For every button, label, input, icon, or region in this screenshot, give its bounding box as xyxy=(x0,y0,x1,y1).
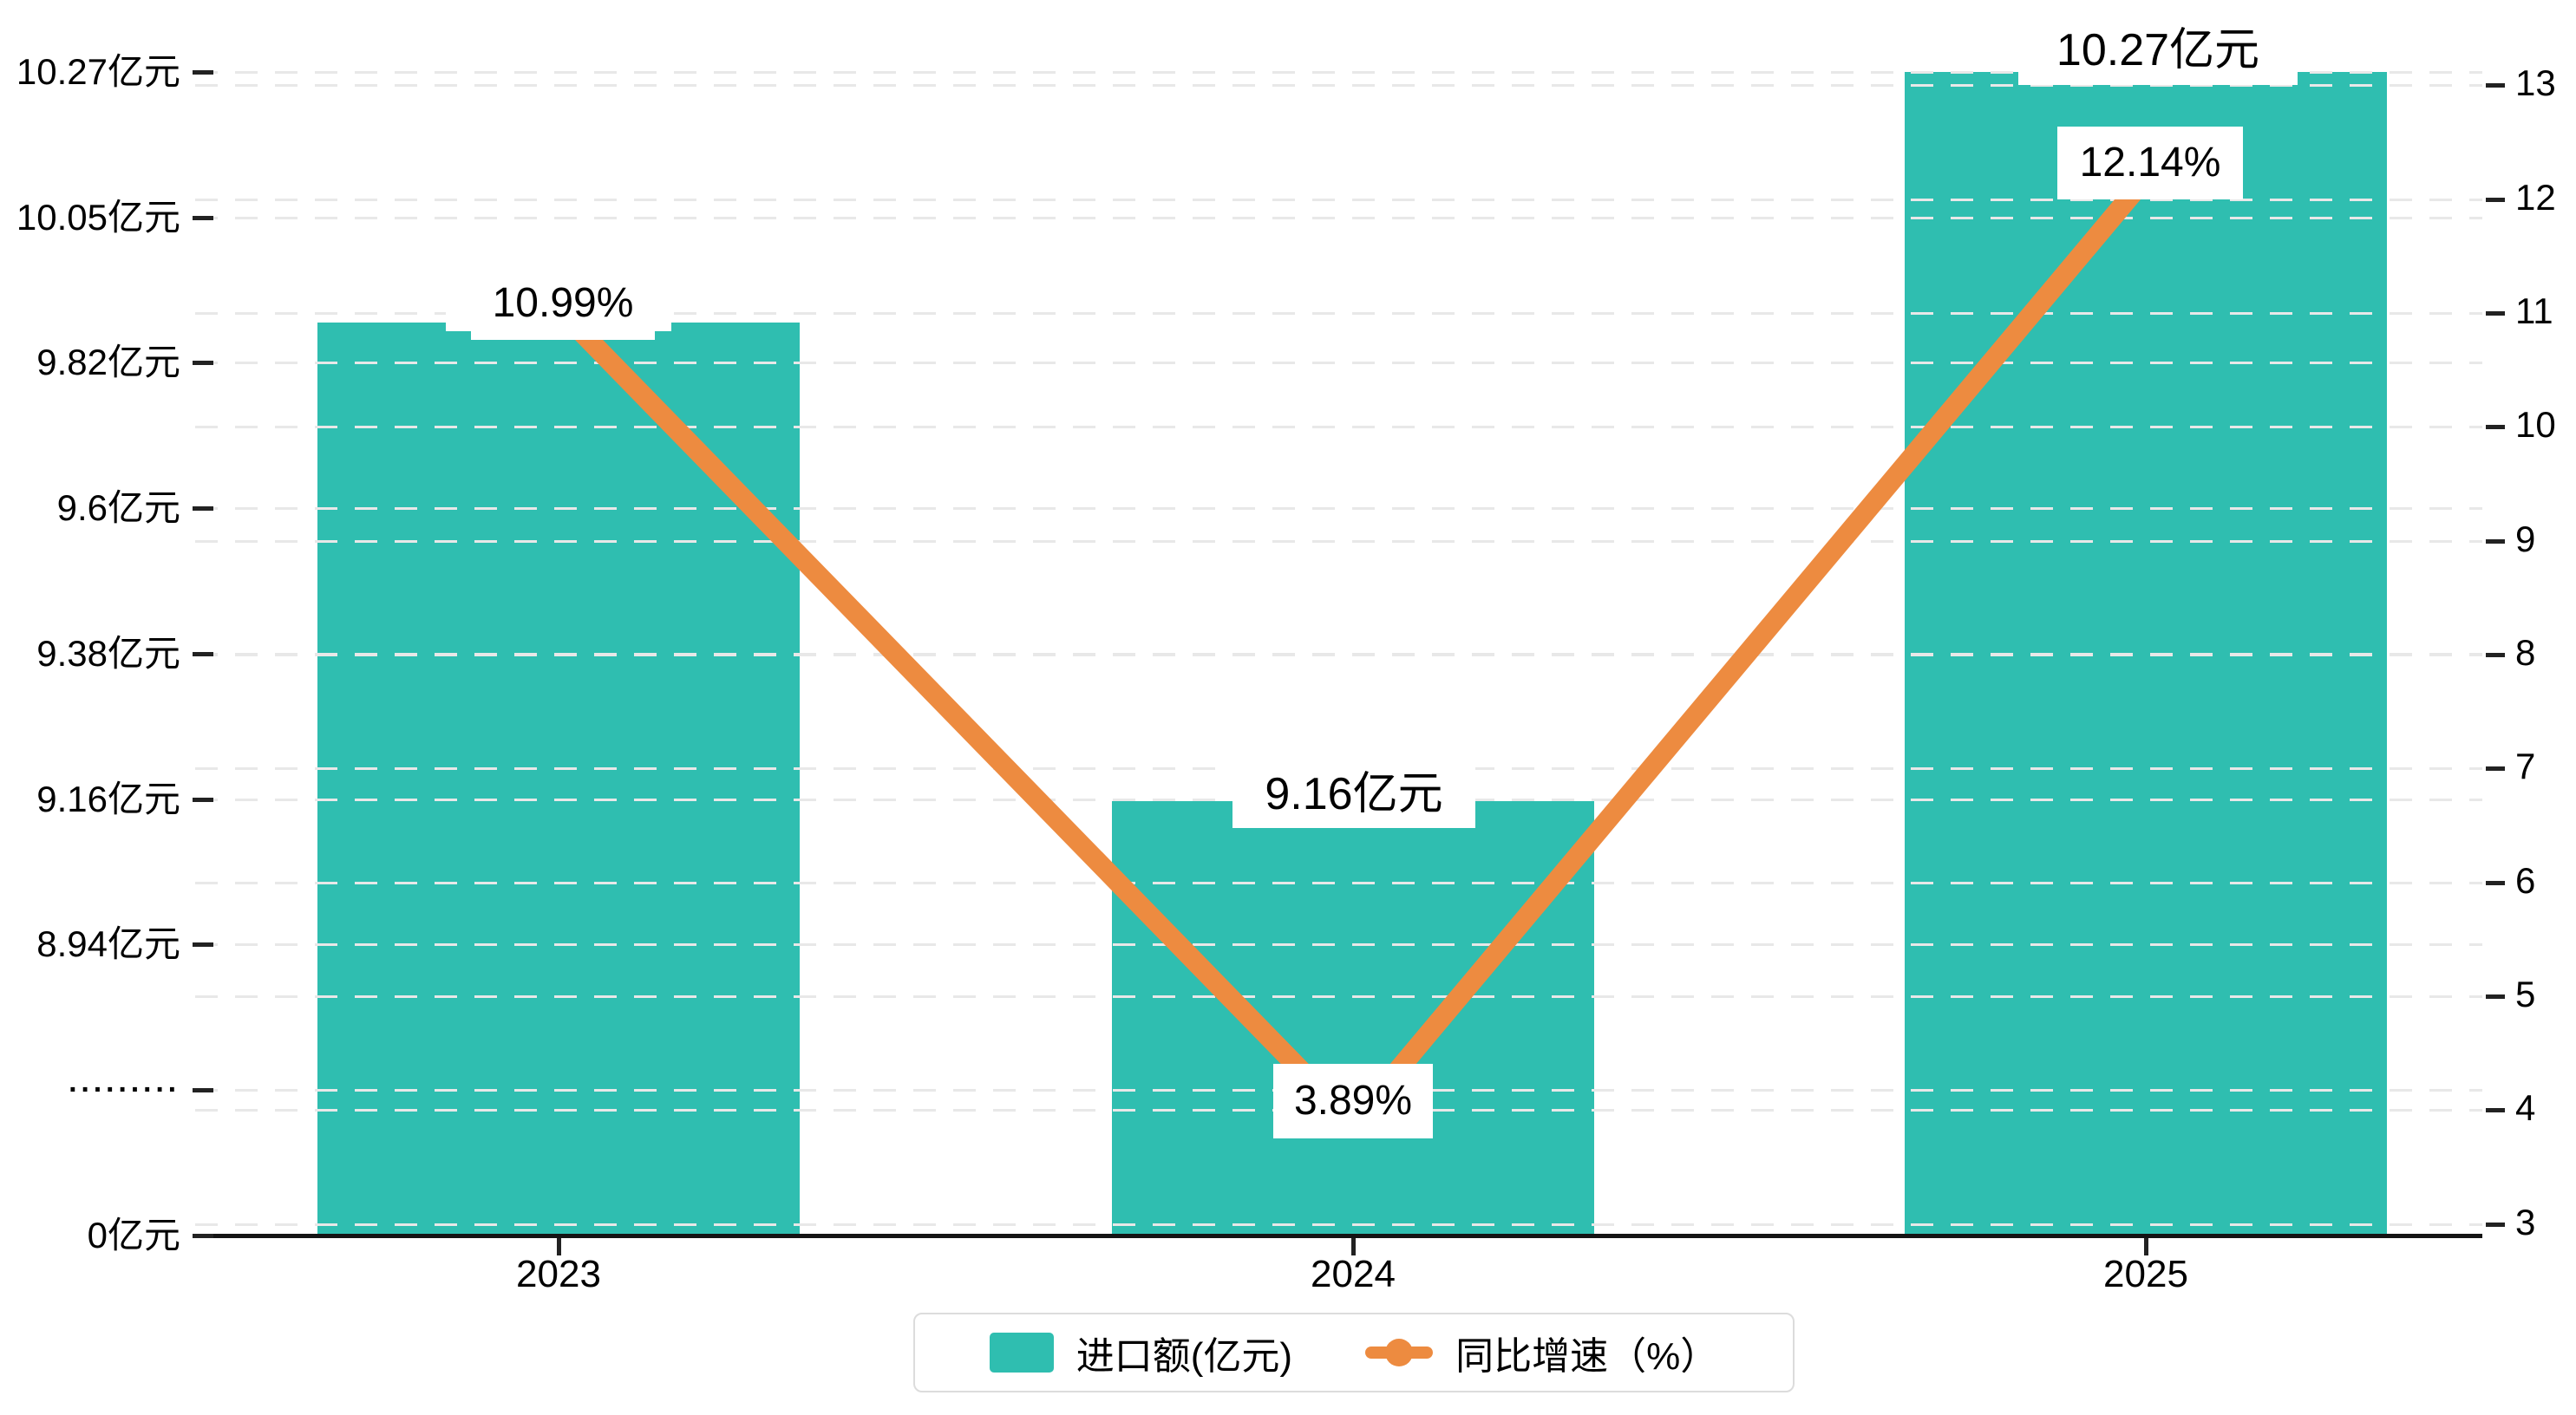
left-axis-label: 10.05亿元 xyxy=(16,197,180,238)
right-axis-label: 3 xyxy=(2515,1202,2536,1242)
gridline xyxy=(195,217,2482,219)
right-axis-tick xyxy=(2486,653,2505,657)
gridline xyxy=(195,882,2482,884)
right-axis-tick xyxy=(2486,994,2505,999)
right-axis-tick xyxy=(2486,198,2505,202)
right-axis-tick xyxy=(2486,1223,2505,1227)
left-axis-label: 9.6亿元 xyxy=(56,487,180,528)
line-badge-2023[interactable]: 10.99% xyxy=(471,267,655,340)
left-axis-tick xyxy=(193,798,213,802)
gridline xyxy=(195,654,2482,656)
bar-value-label-2025: 10.27亿元 xyxy=(2018,16,2298,85)
gridline xyxy=(195,71,2482,74)
bar-2024[interactable] xyxy=(1112,801,1594,1236)
right-axis-label: 11 xyxy=(2515,290,2553,331)
gridline xyxy=(195,362,2482,364)
x-axis-label-2023: 2023 xyxy=(516,1253,601,1295)
x-axis-tick-2025 xyxy=(2144,1238,2148,1255)
gridline xyxy=(195,1223,2482,1226)
right-axis-label: 5 xyxy=(2515,974,2536,1014)
left-axis-tick xyxy=(193,216,213,220)
left-axis-break-label: ········· xyxy=(69,1073,180,1106)
line-series-marker-icon xyxy=(1365,1333,1434,1373)
right-axis-label: 7 xyxy=(2515,746,2536,786)
x-axis-label-2024: 2024 xyxy=(1311,1253,1396,1295)
left-axis-tick xyxy=(193,506,213,511)
x-axis-tick-2024 xyxy=(1351,1238,1356,1255)
right-axis-label: 13 xyxy=(2515,62,2556,103)
left-axis-label: 8.94亿元 xyxy=(36,923,180,964)
left-axis-tick xyxy=(193,1234,213,1238)
legend-item-import-amount[interactable]: 进口额(亿元) xyxy=(989,1325,1293,1380)
legend-label: 同比增速（%） xyxy=(1455,1335,1719,1378)
legend: 进口额(亿元) 同比增速（%） xyxy=(913,1313,1795,1392)
right-axis-tick xyxy=(2486,83,2505,88)
x-axis-label-2025: 2025 xyxy=(2103,1253,2188,1295)
gridline xyxy=(195,426,2482,428)
left-axis-label: 9.16亿元 xyxy=(36,779,180,819)
legend-label: 进口额(亿元) xyxy=(1076,1335,1293,1378)
line-badge-2024[interactable]: 3.89% xyxy=(1273,1064,1433,1138)
x-axis-tick-2023 xyxy=(557,1238,561,1255)
left-axis-tick xyxy=(193,942,213,947)
right-axis-label: 4 xyxy=(2515,1087,2536,1128)
right-axis-label: 9 xyxy=(2515,518,2536,559)
right-axis-tick xyxy=(2486,881,2505,885)
right-axis-label: 6 xyxy=(2515,860,2536,901)
line-badge-2025[interactable]: 12.14% xyxy=(2057,127,2243,199)
legend-item-growth-rate[interactable]: 同比增速（%） xyxy=(1365,1325,1718,1380)
left-axis-label: 9.38亿元 xyxy=(36,633,180,674)
left-axis-label: 9.82亿元 xyxy=(36,342,180,382)
bar-series-swatch-icon xyxy=(989,1333,1054,1373)
left-axis-tick xyxy=(193,361,213,365)
right-axis-label: 12 xyxy=(2515,177,2556,218)
right-axis-label: 10 xyxy=(2515,404,2556,445)
gridline xyxy=(195,540,2482,543)
left-axis-tick xyxy=(193,652,213,656)
right-axis-tick xyxy=(2486,425,2505,429)
right-axis-tick xyxy=(2486,539,2505,544)
gridline xyxy=(195,84,2482,87)
gridline xyxy=(195,507,2482,510)
right-axis-tick xyxy=(2486,766,2505,771)
bar-value-label-2024: 9.16亿元 xyxy=(1232,760,1475,828)
right-axis-label: 8 xyxy=(2515,632,2536,673)
x-axis-line xyxy=(195,1234,2482,1238)
left-axis-tick xyxy=(193,1088,213,1092)
gridline xyxy=(195,995,2482,998)
left-axis-label: 0亿元 xyxy=(87,1215,180,1255)
right-axis-tick xyxy=(2486,311,2505,316)
right-axis-tick xyxy=(2486,1108,2505,1112)
gridline xyxy=(195,943,2482,946)
left-axis-label: 10.27亿元 xyxy=(16,51,180,92)
bar-2023[interactable] xyxy=(317,323,800,1236)
left-axis-tick xyxy=(193,70,213,75)
